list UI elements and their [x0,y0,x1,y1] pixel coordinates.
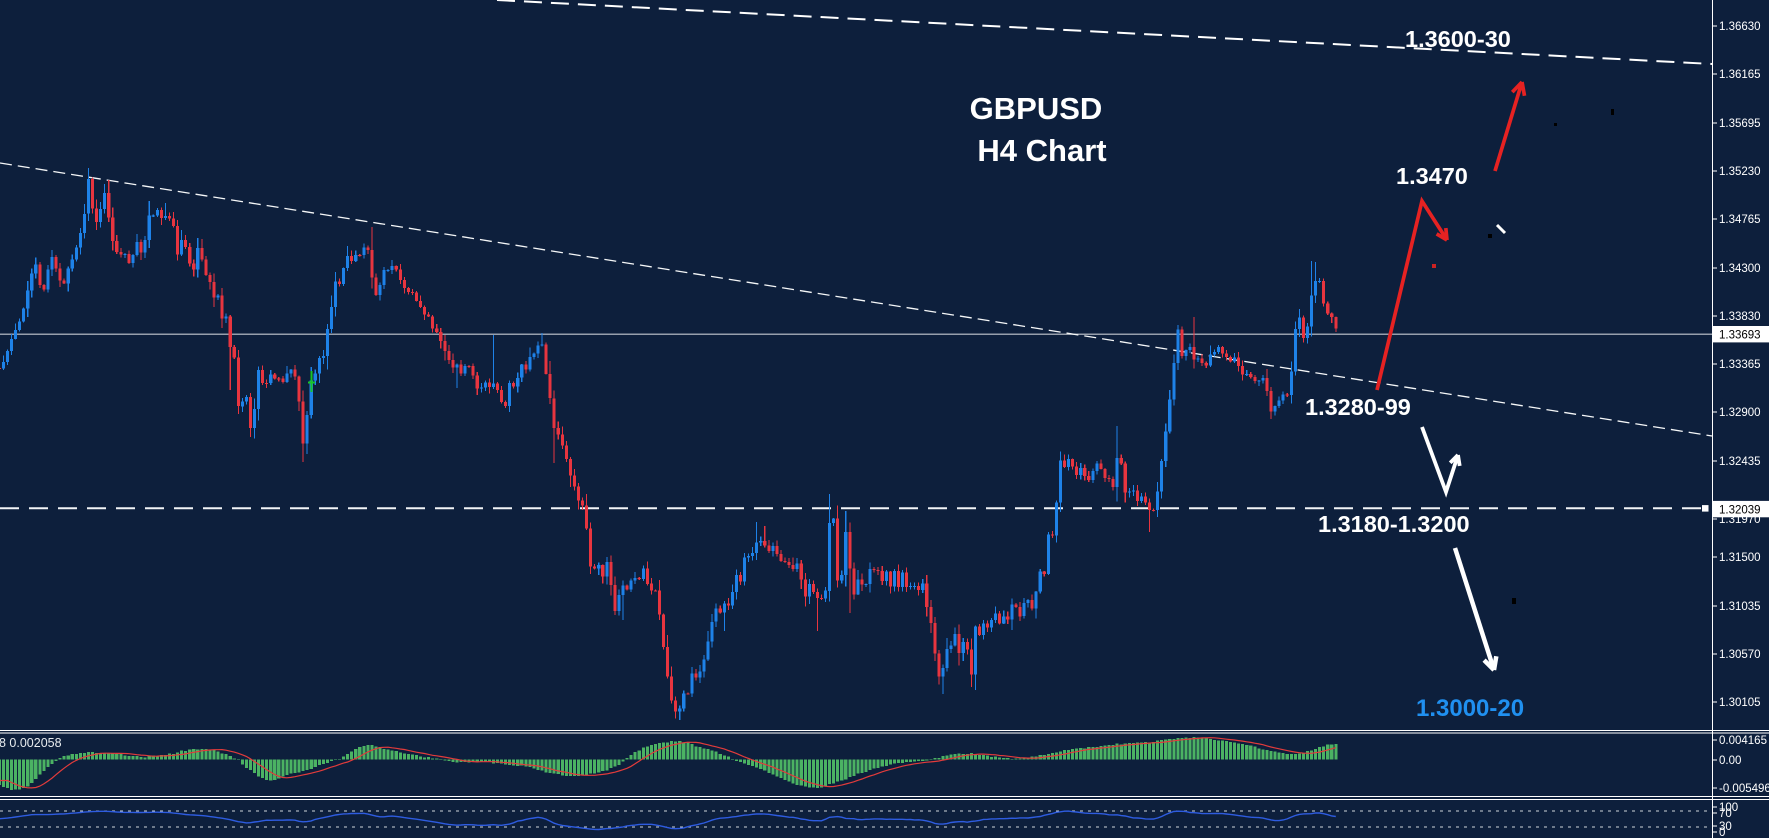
svg-text:1.35230: 1.35230 [1719,166,1761,178]
svg-text:100: 100 [1719,802,1738,814]
svg-text:1.30105: 1.30105 [1719,697,1761,709]
svg-text:-0.005496: -0.005496 [1719,783,1769,795]
svg-text:1.33365: 1.33365 [1719,359,1761,371]
svg-text:1.31035: 1.31035 [1719,601,1761,613]
svg-text:H4 Chart: H4 Chart [977,133,1106,168]
svg-text:1.31500: 1.31500 [1719,552,1761,564]
svg-text:30: 30 [1719,821,1732,833]
svg-text:1.3470: 1.3470 [1396,163,1468,189]
svg-text:1.34300: 1.34300 [1719,263,1761,275]
svg-text:1.3600-30: 1.3600-30 [1405,26,1511,52]
svg-text:1.33830: 1.33830 [1719,311,1761,323]
svg-text:1.32435: 1.32435 [1719,456,1761,468]
svg-text:1.32900: 1.32900 [1719,407,1761,419]
svg-text:1.36165: 1.36165 [1719,69,1761,81]
svg-text:1.30570: 1.30570 [1719,649,1761,661]
svg-text:1.3280-99: 1.3280-99 [1305,394,1411,420]
svg-text:1.33693: 1.33693 [1719,329,1761,341]
svg-text:0.004165: 0.004165 [1719,735,1767,747]
svg-text:8 0.002058: 8 0.002058 [0,736,62,750]
svg-text:1.35695: 1.35695 [1719,118,1761,130]
svg-text:0.00: 0.00 [1719,755,1741,767]
svg-text:1.34765: 1.34765 [1719,214,1761,226]
svg-text:GBPUSD: GBPUSD [970,91,1103,126]
svg-text:1.36630: 1.36630 [1719,21,1761,33]
svg-text:0: 0 [1719,827,1725,838]
svg-text:1.3000-20: 1.3000-20 [1416,695,1524,722]
svg-text:70: 70 [1719,808,1732,820]
svg-text:1.3180-1.3200: 1.3180-1.3200 [1318,511,1470,537]
svg-text:1.32039: 1.32039 [1719,504,1761,516]
